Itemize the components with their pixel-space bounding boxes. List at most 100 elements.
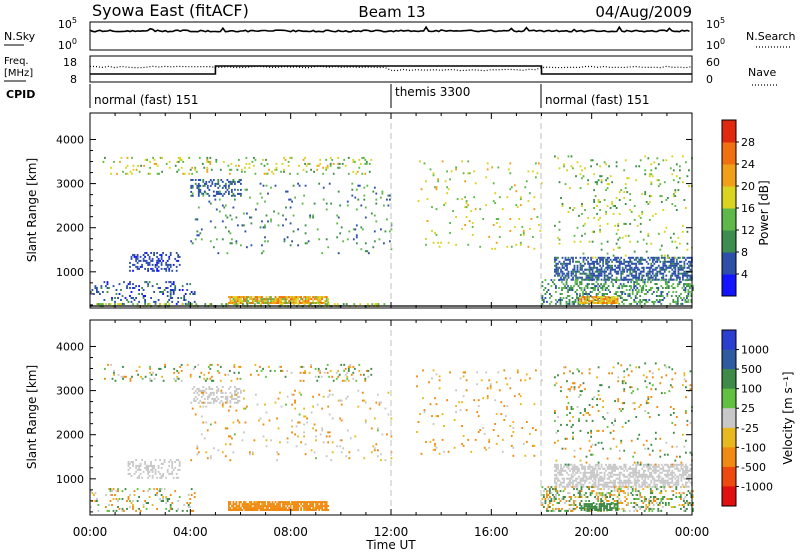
scatter-cell — [627, 268, 630, 271]
scatter-cell — [318, 296, 321, 299]
scatter-cell — [608, 183, 610, 186]
scatter-cell — [634, 494, 637, 496]
scatter-cell — [585, 492, 587, 495]
scatter-cell — [306, 298, 308, 301]
scatter-cell — [197, 387, 200, 390]
scatter-cell — [661, 295, 664, 297]
scatter-cell — [677, 483, 680, 486]
scatter-cell — [240, 507, 242, 510]
scatter-cell — [262, 505, 265, 508]
scatter-cell — [169, 459, 172, 461]
scatter-cell — [666, 254, 669, 257]
scatter-cell — [264, 501, 266, 504]
scatter-cell — [570, 504, 572, 506]
scatter-cell — [431, 415, 433, 418]
scatter-cell — [685, 483, 687, 486]
scatter-cell — [231, 194, 233, 197]
scatter-cell — [228, 190, 230, 193]
scatter-cell — [667, 285, 670, 288]
scatter-cell — [549, 293, 551, 295]
scatter-cell — [256, 509, 259, 511]
scatter-cell — [253, 296, 256, 299]
scatter-cell — [544, 293, 547, 295]
scatter-cell — [229, 507, 232, 510]
scatter-cell — [670, 295, 673, 297]
scatter-cell — [359, 303, 362, 306]
scatter-cell — [209, 387, 212, 390]
scatter-cell — [294, 196, 296, 199]
scatter-cell — [611, 264, 613, 267]
scatter-cell — [610, 490, 613, 493]
scatter-cell — [567, 285, 569, 288]
scatter-cell — [673, 506, 676, 508]
scatter-cell — [97, 509, 100, 512]
scatter-cell — [613, 490, 616, 493]
scatter-cell — [200, 415, 203, 418]
scatter-cell — [154, 263, 157, 266]
scatter-cell — [181, 285, 184, 288]
scatter-cell — [120, 289, 122, 291]
scatter-cell — [139, 259, 142, 262]
scatter-cell — [675, 260, 678, 263]
scatter-cell — [193, 291, 196, 293]
scatter-cell — [639, 258, 642, 261]
scatter-cell — [668, 465, 671, 468]
scatter-cell — [565, 279, 568, 282]
scatter-cell — [355, 208, 358, 211]
scatter-cell — [666, 287, 669, 289]
scatter-cell — [318, 507, 321, 510]
scatter-cell — [314, 375, 317, 378]
scatter-cell — [206, 397, 209, 400]
scatter-cell — [588, 240, 591, 243]
scatter-cell — [608, 276, 610, 279]
scatter-cell — [154, 265, 157, 268]
scatter-cell — [662, 260, 665, 263]
scatter-cell — [157, 466, 160, 469]
scatter-cell — [217, 179, 220, 181]
scatter-cell — [221, 451, 224, 454]
scatter-cell — [599, 475, 601, 478]
scatter-cell — [572, 258, 574, 261]
scatter-cell — [260, 162, 263, 165]
scatter-cell — [567, 477, 570, 480]
scatter-cell — [434, 444, 436, 447]
scatter-cell — [677, 262, 680, 265]
scatter-cell — [301, 202, 304, 205]
scatter-cell — [624, 264, 627, 267]
scatter-cell — [669, 276, 672, 279]
scatter-cell — [606, 256, 609, 259]
scatter-cell — [367, 369, 370, 372]
scatter-cell — [615, 207, 618, 209]
scatter-cell — [593, 266, 595, 269]
scatter-cell — [573, 268, 576, 271]
scatter-cell — [573, 264, 576, 267]
scatter-cell — [623, 481, 626, 484]
scatter-cell — [229, 435, 232, 438]
scatter-cell — [651, 469, 654, 472]
scatter-cell — [461, 425, 463, 427]
scatter-cell — [151, 263, 154, 266]
scatter-cell — [558, 469, 561, 472]
scatter-cell — [630, 256, 633, 259]
scatter-cell — [562, 287, 565, 289]
scatter-cell — [316, 164, 319, 167]
scatter-cell — [616, 291, 619, 293]
scatter-cell — [470, 450, 473, 453]
scatter-cell — [666, 266, 669, 269]
scatter-cell — [631, 488, 634, 491]
scatter-cell — [570, 278, 573, 281]
scatter-cell — [331, 393, 334, 396]
scatter-cell — [302, 371, 305, 374]
scatter-cell — [568, 300, 571, 303]
scatter-cell — [212, 194, 215, 197]
scatter-cell — [603, 276, 606, 279]
scatter-cell — [156, 261, 158, 264]
scatter-cell — [613, 486, 616, 489]
scatter-cell — [285, 507, 287, 510]
scatter-cell — [240, 302, 242, 304]
scatter-cell — [621, 507, 624, 510]
scatter-cell — [591, 283, 593, 286]
scatter-cell — [357, 389, 360, 392]
scatter-cell — [638, 214, 641, 217]
scatter-cell — [494, 192, 497, 195]
